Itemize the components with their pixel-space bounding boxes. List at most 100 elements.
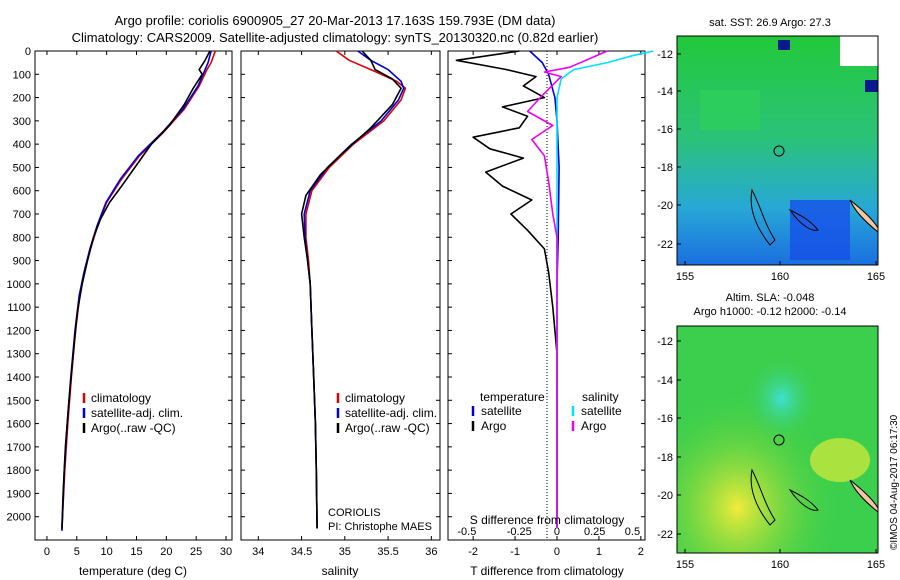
x-tick-label: -1 [510, 546, 520, 558]
series-line [303, 50, 405, 529]
x-tick-label: 35 [339, 546, 351, 558]
float-location-marker [773, 434, 785, 446]
x-tick-label: 36 [425, 546, 437, 558]
map-y-tick-label: -12 [657, 49, 673, 61]
map-y-tick-label: -22 [657, 239, 673, 251]
sst-map [676, 35, 879, 266]
x-tick-label: -2 [468, 546, 478, 558]
y-tick-label: 1400 [7, 372, 31, 384]
x-tick-label: 34.5 [291, 546, 312, 558]
x-tick-label: 1 [596, 546, 602, 558]
sst-patch [700, 90, 760, 130]
sst-map-frame [676, 35, 879, 266]
series-line [455, 50, 558, 529]
difference-plot: -2 -1 0 1 2 -0.5 -0.25 0 0.25 0.5 [448, 50, 654, 558]
y-tick-label: 0 [25, 46, 31, 58]
y-tick-label: 1200 [7, 325, 31, 337]
series-line [526, 50, 608, 529]
map-y-tick-label: -22 [657, 529, 673, 541]
island-outline [750, 188, 776, 246]
y-tick-label: 1100 [7, 302, 31, 314]
island-outline [788, 488, 819, 511]
x-tick-label: 20 [160, 546, 172, 558]
x2-tick-label: 0 [554, 526, 560, 538]
sst-warm-core [790, 200, 850, 260]
series-line [61, 50, 212, 531]
legend-s-argo-label: Argo [581, 419, 607, 433]
x-tick-label: 0 [554, 546, 560, 558]
map-x-tick-label: 160 [771, 271, 789, 283]
map-y-tick-label: -14 [657, 375, 673, 387]
sla-positive-anomaly [810, 438, 870, 482]
y-tick-label: 1000 [7, 279, 31, 291]
temperature-panel-frame [34, 50, 233, 541]
legend-argo-label: Argo(..raw -QC) [345, 421, 430, 435]
s-difference-axis-label: S difference from climatology [470, 513, 625, 527]
salinity-plot: 34 34.5 35 35.5 36 [241, 50, 440, 558]
map-y-tick-label: -18 [657, 162, 673, 174]
y-tick-label: 500 [13, 162, 31, 174]
salinity-panel-frame [240, 50, 441, 541]
temperature-legend: climatology satellite-adj. clim. Argo(..… [82, 391, 183, 435]
map-x-tick-label: 155 [676, 271, 694, 283]
sst-cloud-mask [840, 36, 878, 66]
legend-argo-label: Argo(..raw -QC) [91, 421, 176, 435]
data-centre-label: CORIOLIS [328, 507, 381, 519]
map-x-tick-label: 155 [676, 559, 694, 571]
x2-tick-label: 0.5 [625, 526, 640, 538]
map-x-tick-label: 160 [771, 559, 789, 571]
legend-satellite-label: satellite-adj. clim. [345, 406, 437, 420]
salinity-legend: climatology satellite-adj. clim. Argo(..… [336, 391, 437, 435]
x2-tick-label: 0.25 [584, 526, 605, 538]
x-tick-label: 35.5 [377, 546, 398, 558]
map-y-tick-label: -18 [657, 452, 673, 464]
salinity-axis-label: salinity [322, 564, 359, 578]
sla-map-title-line2: Argo h1000: -0.12 h2000: -0.14 [694, 306, 847, 318]
figure-subtitle: Climatology: CARS2009. Satellite-adjuste… [72, 30, 599, 45]
legend-climatology-label: climatology [91, 391, 151, 405]
island-outline [750, 468, 776, 526]
sla-map [676, 325, 879, 554]
map-axis-ticks: 155 160 165 -12 -14 -16 -18 -20 -22 155 160 165 -12 -… [657, 49, 885, 571]
legend-satellite-label: satellite-adj. clim. [91, 406, 183, 420]
y-tick-label: 100 [13, 69, 31, 81]
copyright-stamp: ©IMOS 04-Aug-2017 06:17:30 [884, 300, 900, 570]
sst-map-title: sat. SST: 26.9 Argo: 27.3 [709, 17, 831, 29]
x-tick-label: 15 [130, 546, 142, 558]
figure-title: Argo profile: coriolis 6900905_27 20-Mar… [115, 13, 556, 28]
legend-temperature-title: temperature [480, 390, 545, 404]
y-tick-label: 400 [13, 139, 31, 151]
y-tick-label: 600 [13, 186, 31, 198]
sst-dark-pixel [778, 40, 790, 50]
float-location-marker [773, 145, 785, 157]
sla-map-title-line1: Altim. SLA: -0.048 [726, 292, 815, 304]
y-tick-label: 1700 [7, 442, 31, 454]
series-line [61, 50, 211, 529]
y-tick-label: 1300 [7, 349, 31, 361]
legend-salinity-title: salinity [582, 390, 619, 404]
y-tick-label: 1600 [7, 419, 31, 431]
sst-dark-pixel [865, 80, 878, 92]
map-y-tick-label: -12 [657, 336, 673, 348]
y-tick-label: 200 [13, 93, 31, 105]
difference-panel-frame [447, 50, 646, 541]
series-line [556, 50, 654, 529]
series-line [529, 50, 560, 529]
y-tick-label: 1900 [7, 488, 31, 500]
series-line [300, 50, 402, 529]
series-line [305, 50, 407, 529]
series-line [61, 50, 217, 531]
y-tick-label: 800 [13, 232, 31, 244]
map-x-tick-label: 165 [867, 559, 885, 571]
legend-t-satellite-label: satellite [481, 404, 522, 418]
x2-tick-label: -0.25 [507, 526, 532, 538]
x-tick-label: 2 [638, 546, 644, 558]
y-tick-label: 300 [13, 116, 31, 128]
y-tick-label: 1800 [7, 465, 31, 477]
x-tick-label: 34 [252, 546, 264, 558]
x2-tick-label: -0.5 [457, 526, 476, 538]
island-outline [788, 208, 819, 231]
map-y-tick-label: -20 [657, 490, 673, 502]
temperature-axis-label: temperature (deg C) [79, 564, 187, 578]
